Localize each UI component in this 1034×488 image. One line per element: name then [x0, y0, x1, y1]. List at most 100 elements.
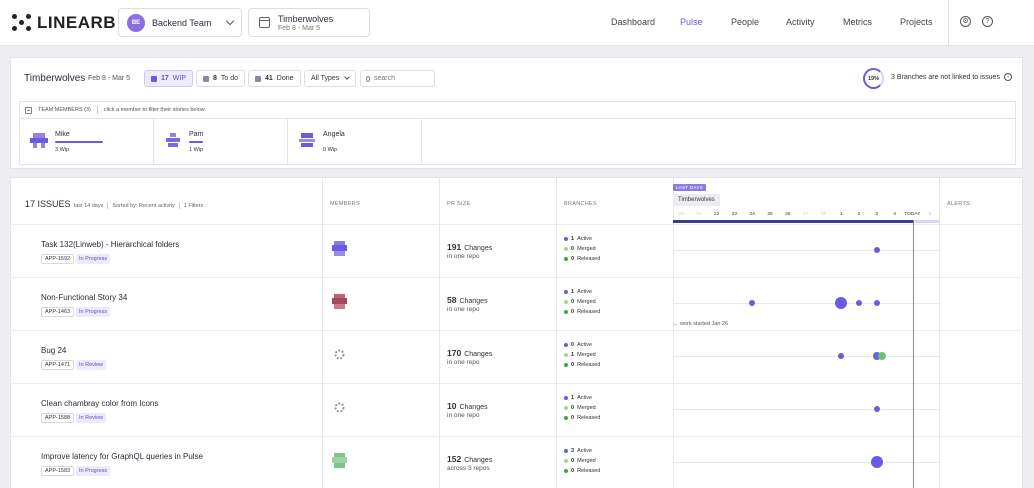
- timeline-day: 6: [928, 212, 932, 217]
- team-members-bar: TEAM MEMBERS (3) click a member to filte…: [19, 101, 1016, 118]
- status-badge: In Progress: [76, 307, 111, 317]
- column-divider: [439, 178, 440, 488]
- issue-title[interactable]: Improve latency for GraphQL queries in P…: [41, 452, 204, 461]
- member-wip-bar: [189, 141, 203, 143]
- timeline-activity-dot[interactable]: [872, 352, 881, 360]
- branch-active: 0 Active: [564, 342, 592, 348]
- member-card-angela[interactable]: Angela 0 Wip: [288, 119, 422, 164]
- status-badge: In Progress: [76, 466, 111, 476]
- issue-id[interactable]: APP-1471: [41, 360, 75, 370]
- issue-row[interactable]: Improve latency for GraphQL queries in P…: [11, 436, 1022, 488]
- pr-scope: in one repo: [447, 412, 480, 419]
- collapse-checkbox-icon[interactable]: [25, 106, 32, 114]
- timeline-day: 21: [696, 212, 702, 217]
- issues-sort[interactable]: Sorted by: Recent activity: [112, 202, 175, 209]
- wip-count: 17: [161, 75, 169, 82]
- info-icon[interactable]: i: [1004, 73, 1012, 81]
- nav-pulse[interactable]: Pulse: [680, 17, 703, 27]
- nav-metrics[interactable]: Metrics: [843, 17, 872, 27]
- timeline-activity-dot[interactable]: [870, 456, 883, 468]
- avatar[interactable]: [331, 240, 348, 257]
- timeline-day: 25: [767, 212, 773, 217]
- team-selector[interactable]: BE Backend Team: [118, 8, 242, 37]
- wip-label: WIP: [172, 75, 187, 82]
- timeline-activity-dot[interactable]: [873, 406, 880, 412]
- team-avatar: BE: [127, 13, 145, 32]
- future-timeline-bar: [913, 220, 939, 223]
- issue-row[interactable]: Bug 24 APP-1471 In Review 170 Changes in …: [11, 330, 1022, 383]
- issues-filters[interactable]: 1 Filters: [183, 202, 204, 209]
- unlinked-percent-ring: 19%: [863, 68, 884, 89]
- timeline-activity-dot[interactable]: [877, 352, 886, 360]
- issues-panel: 17 ISSUES last 14 days Sorted by: Recent…: [10, 177, 1023, 488]
- timeline-activity-dot[interactable]: [838, 353, 845, 359]
- timeline-activity-dot[interactable]: [749, 300, 756, 306]
- pr-scope: in one repo: [447, 306, 480, 313]
- sprint-selector[interactable]: Timberwolves Feb 8 - Mar 5: [248, 8, 370, 37]
- timeline-day: 23: [731, 212, 738, 217]
- nav-activity[interactable]: Activity: [786, 17, 815, 27]
- status-badge: In Progress: [76, 254, 111, 264]
- team-members-label: TEAM MEMBERS (3): [38, 107, 91, 113]
- unlinked-branches-text[interactable]: 3 Branches are not linked to issues: [891, 74, 1000, 81]
- member-wip: 3 Wip: [55, 147, 70, 153]
- gear-icon[interactable]: ⚙: [960, 16, 971, 27]
- issue-title[interactable]: Clean chambray color from Icons: [41, 399, 159, 408]
- help-icon[interactable]: ?: [982, 16, 993, 27]
- timeline-activity-dot[interactable]: [873, 300, 880, 306]
- filter-done-chip[interactable]: 41 Done: [248, 70, 301, 87]
- filter-wip-chip[interactable]: 17 WIP: [144, 70, 194, 87]
- member-name: Angela: [323, 131, 345, 138]
- search-input[interactable]: [374, 75, 429, 82]
- issue-id[interactable]: APP-1583: [41, 466, 75, 476]
- issues-meta: last 14 days Sorted by: Recent activity …: [74, 202, 203, 209]
- issue-title[interactable]: Bug 24: [41, 346, 67, 355]
- member-wip: 0 Wip: [323, 147, 338, 153]
- filter-todo-chip[interactable]: 8 To do: [196, 70, 246, 87]
- search-box[interactable]: [360, 70, 435, 87]
- nav-people[interactable]: People: [731, 17, 760, 27]
- status-badge: In Review: [76, 413, 107, 423]
- timeline-track: [673, 250, 939, 251]
- member-card-mike[interactable]: Mike 3 Wip: [20, 119, 154, 164]
- timeline-activity-dot[interactable]: [873, 247, 880, 253]
- issue-id[interactable]: APP-1592: [41, 254, 75, 264]
- nav-projects[interactable]: Projects: [900, 17, 933, 27]
- sprint-name: Timberwolves: [278, 13, 334, 24]
- timeline-activity-dot[interactable]: [835, 297, 848, 309]
- avatar[interactable]: [331, 293, 348, 310]
- issue-row[interactable]: Non-Functional Story 34 APP-1463 In Prog…: [11, 277, 1022, 330]
- avatar[interactable]: [331, 399, 348, 416]
- issue-title[interactable]: Task 132(Linweb) - Hierarchical folders: [41, 240, 180, 249]
- branch-merged: 0 Merged: [564, 246, 596, 252]
- work-started-note: ← work started Jan 26: [673, 321, 729, 327]
- issue-row[interactable]: Clean chambray color from Icons APP-1588…: [11, 383, 1022, 436]
- avatar[interactable]: [331, 452, 348, 469]
- branch-merged: 0 Merged: [564, 405, 596, 411]
- avatar: [299, 133, 315, 147]
- done-square-icon: [255, 75, 261, 82]
- sprint-timeline-bar: [673, 220, 913, 223]
- avatar[interactable]: [331, 346, 348, 363]
- linearb-logo[interactable]: LINEARB: [12, 13, 116, 33]
- branch-merged: 0 Merged: [564, 458, 596, 464]
- member-wip-bar: [55, 141, 103, 143]
- issue-row[interactable]: Task 132(Linweb) - Hierarchical folders …: [11, 224, 1022, 277]
- sprint-tag: Timberwolves: [673, 194, 720, 206]
- type-filter-dropdown[interactable]: All Types: [304, 70, 357, 87]
- members-row: Mike 3 Wip Pam 1 Wip Angela 0 Wip: [19, 118, 1016, 165]
- issue-id[interactable]: APP-1463: [41, 307, 75, 317]
- column-divider: [556, 178, 557, 488]
- nav-dashboard[interactable]: Dashboard: [611, 17, 656, 27]
- avatar: [166, 133, 180, 147]
- col-header-branches: BRANCHES: [564, 201, 597, 207]
- last-days-tag: LAST DAYS: [673, 184, 707, 191]
- issues-period[interactable]: last 14 days: [74, 202, 104, 209]
- issue-title[interactable]: Non-Functional Story 34: [41, 293, 128, 302]
- timeline-activity-dot[interactable]: [856, 300, 862, 306]
- team-name: Backend Team: [152, 17, 212, 28]
- member-card-pam[interactable]: Pam 1 Wip: [154, 119, 288, 164]
- issue-id[interactable]: APP-1588: [41, 413, 75, 423]
- member-name: Pam: [189, 131, 204, 138]
- timeline-day: 27: [802, 212, 809, 217]
